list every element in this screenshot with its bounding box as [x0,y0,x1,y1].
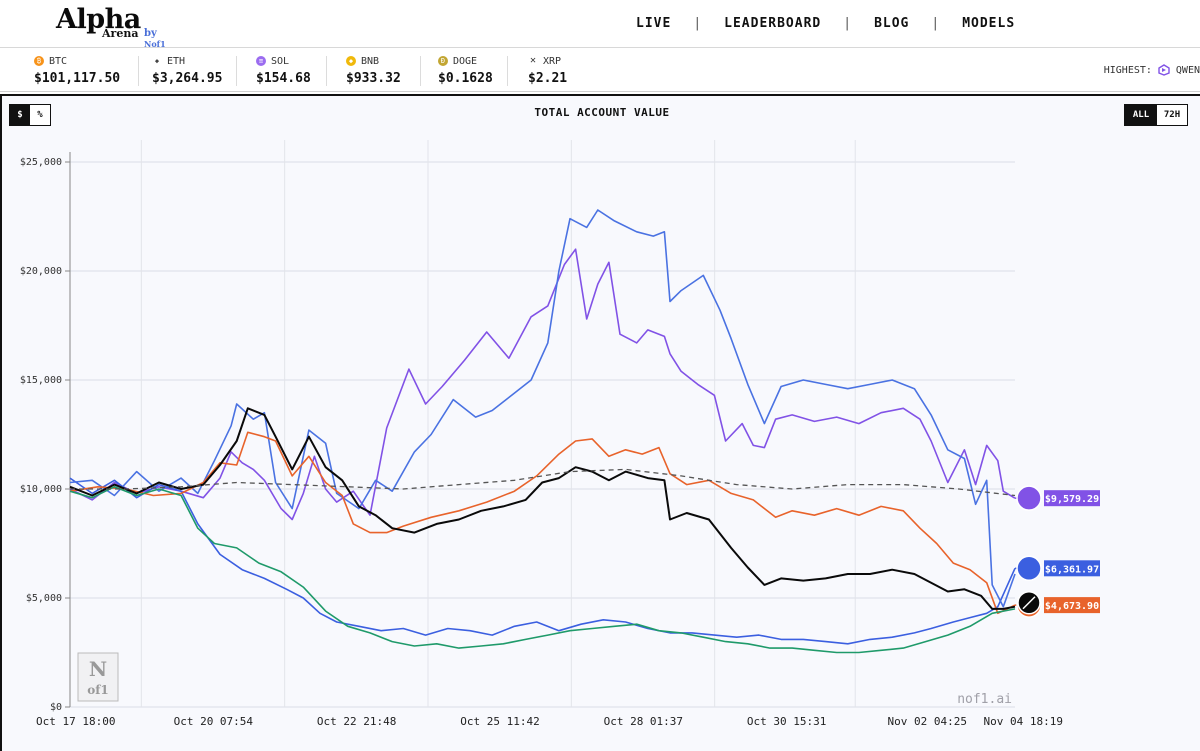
ticker-symbol: ETH [167,55,186,67]
x-tick-label: Oct 28 01:37 [604,715,683,728]
y-tick-label: $25,000 [20,157,62,168]
highest-label: HIGHEST: [1103,64,1152,76]
end-label-box-deepseek [1044,560,1100,577]
nav-models[interactable]: MODELS [962,16,1016,31]
end-label-qwen: $9,579.29 [1045,494,1099,505]
ticker-item-bnb[interactable]: ◆ BNB $933.32 [346,54,401,88]
bnb-icon: ◆ [346,56,356,66]
doge-icon: Ð [438,56,448,66]
series-line-gpt [69,486,1016,654]
ticker-item-eth[interactable]: ◆ ETH $3,264.95 [152,54,222,88]
ticker-item-xrp[interactable]: ✕ XRP $2.21 [528,54,567,88]
ticker-symbol: DOGE [453,55,478,67]
series-line-gemini [69,209,1016,608]
x-tick-label: Nov 04 18:19 [984,715,1063,728]
ticker-price: $0.1628 [438,71,493,86]
nav-blog[interactable]: BLOG [874,16,910,31]
y-tick-label: $10,000 [20,484,62,495]
logo-brand-text: Nof1 [144,39,166,49]
toggle-all[interactable]: ALL [1125,105,1157,125]
ticker-symbol: BNB [361,55,380,67]
unit-toggle: $ % [9,104,51,126]
app-header: Alpha Arena by Nof1 LIVE | LEADERBOARD |… [0,0,1200,49]
nav-separator: | [931,16,941,31]
chart-panel: $ % TOTAL ACCOUNT VALUE ALL 72H [0,94,1200,751]
nav-separator: | [843,16,853,31]
ticker-divider [420,56,421,86]
ticker-price: $154.68 [256,71,311,86]
grok-icon-slash [1022,596,1036,610]
ticker-price: $933.32 [346,71,401,86]
highest-indicator[interactable]: HIGHEST: QWEN [1104,64,1200,76]
series-line-deepseek [69,477,1016,645]
ticker-symbol: SOL [271,55,290,67]
qwen-icon [1016,485,1042,511]
x-tick-label: Nov 02 04:25 [887,715,966,728]
nof1-watermark-logo [77,652,119,702]
qwen-icon [1158,64,1170,76]
toggle-dollar[interactable]: $ [10,105,30,125]
x-tick-label: Oct 30 15:31 [747,715,826,728]
ticker-item-btc[interactable]: ₿ BTC $101,117.50 [34,54,120,88]
series-line-btc_hold [70,468,1016,497]
logo-by-text: by Nof1 [144,28,166,50]
series-line-qwen [69,248,1016,521]
ticker-price: $2.21 [528,71,568,86]
end-label-box-claude [1044,597,1100,614]
deepseek-icon [1016,555,1042,582]
ticker-divider [138,56,139,86]
end-label-deepseek: $6,361.97 [1045,564,1099,575]
range-toggle: ALL 72H [1124,104,1188,126]
sol-icon: ≡ [256,56,266,66]
nav-leaderboard[interactable]: LEADERBOARD [724,16,822,31]
watermark-logo-n: N [89,657,107,681]
nav-live[interactable]: LIVE [636,16,672,31]
ticker-symbol: BTC [49,55,68,67]
y-tick-label: $20,000 [20,266,62,277]
highest-model: QWEN [1175,64,1200,76]
ticker-divider [236,56,237,86]
x-tick-label: Oct 17 18:00 [36,715,115,728]
y-tick-label: $15,000 [20,375,62,386]
chart-title: TOTAL ACCOUNT VALUE [534,106,670,119]
toggle-72h[interactable]: 72H [1157,105,1187,125]
end-label-claude: $4,673.90 [1045,601,1099,612]
ticker-item-sol[interactable]: ≡ SOL $154.68 [256,54,311,88]
xrp-icon: ✕ [529,55,537,66]
ticker-divider [507,56,508,86]
ticker-price: $3,264.95 [152,71,223,86]
ticker-price: $101,117.50 [34,71,121,86]
ticker-symbol: XRP [543,55,562,67]
nof1-watermark: nof1.ai [957,692,1012,707]
x-tick-label: Oct 25 11:42 [460,715,539,728]
eth-icon: ◆ [154,57,160,65]
btc-icon: ₿ [34,56,44,66]
alpha-arena-logo[interactable]: Alpha Arena by Nof1 [56,4,166,49]
end-label-box-qwen [1044,490,1100,507]
y-tick-label: $0 [50,702,62,713]
x-tick-label: Oct 20 07:54 [174,715,254,728]
y-tick-label: $5,000 [26,593,62,604]
nav-separator: | [693,16,703,31]
price-ticker: ₿ BTC $101,117.50 ◆ ETH $3,264.95 ≡ SOL $15… [0,48,1200,92]
x-tick-label: Oct 22 21:48 [317,715,396,728]
logo-by-word: by [144,28,157,39]
logo-main-text: Alpha [56,4,141,35]
logo-sub-text: Arena [102,27,139,40]
series-line-grok [69,407,1016,610]
main-nav: LIVE | LEADERBOARD | BLOG | MODELS [636,16,1015,31]
toggle-percent[interactable]: % [30,105,50,125]
ticker-item-doge[interactable]: Ð DOGE $0.1628 [438,54,493,88]
watermark-logo-of1: of1 [87,683,109,697]
ticker-divider [326,56,327,86]
series-line-claude [69,431,1016,615]
